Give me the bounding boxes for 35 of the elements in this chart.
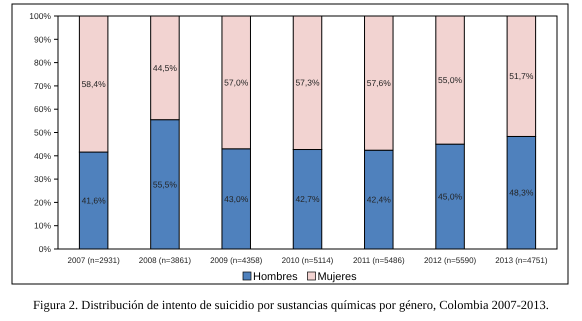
text: Figura 2. Distribución de intento de suicidio por sustancias químicas por género, Colombia 2007-2013. <box>33 298 549 312</box>
data-label: 51,7% <box>509 71 534 82</box>
y-tick-label: 0% <box>38 244 52 254</box>
x-tick-label: 2010 (n=5114) <box>282 256 334 265</box>
legend-label: Hombres <box>253 271 298 283</box>
x-tick-label: 2008 (n=3861) <box>138 256 192 265</box>
y-tick-label: 10% <box>34 220 52 231</box>
y-tick-label: 100% <box>29 10 52 21</box>
data-label: 42,4% <box>366 194 392 205</box>
legend-label: Mujeres <box>318 271 358 283</box>
data-label: 57,6% <box>366 78 392 88</box>
y-tick-label: 80% <box>34 58 52 68</box>
y-tick-label: 60% <box>34 104 52 114</box>
x-tick-label: 2007 (n=2931) <box>68 256 120 265</box>
data-label: 58,4% <box>82 79 106 90</box>
data-label: 43,0% <box>224 194 249 204</box>
x-tick-label: 2011 (n=5486) <box>352 256 405 265</box>
data-label: 57,3% <box>295 78 320 88</box>
data-label: 55,5% <box>152 179 178 190</box>
data-label: 57,0% <box>224 77 249 88</box>
y-tick-label: 50% <box>34 127 52 138</box>
y-tick-label: 30% <box>34 174 52 184</box>
x-tick-label: 2013 (n=4751) <box>495 256 548 265</box>
y-tick-label: 40% <box>34 150 52 161</box>
y-tick-label: 70% <box>34 80 52 91</box>
data-label: 44,5% <box>152 62 178 73</box>
x-tick-label: 2009 (n=4358) <box>210 256 263 265</box>
data-label: 42,7% <box>295 194 320 204</box>
x-tick-label: 2012 (n=5590) <box>424 256 477 265</box>
data-label: 41,6% <box>82 196 106 206</box>
data-label: 48,3% <box>509 188 534 198</box>
y-tick-label: 90% <box>34 34 52 44</box>
data-label: 45,0% <box>438 192 463 202</box>
y-tick-label: 20% <box>34 197 52 208</box>
data-label: 55,0% <box>438 75 463 86</box>
